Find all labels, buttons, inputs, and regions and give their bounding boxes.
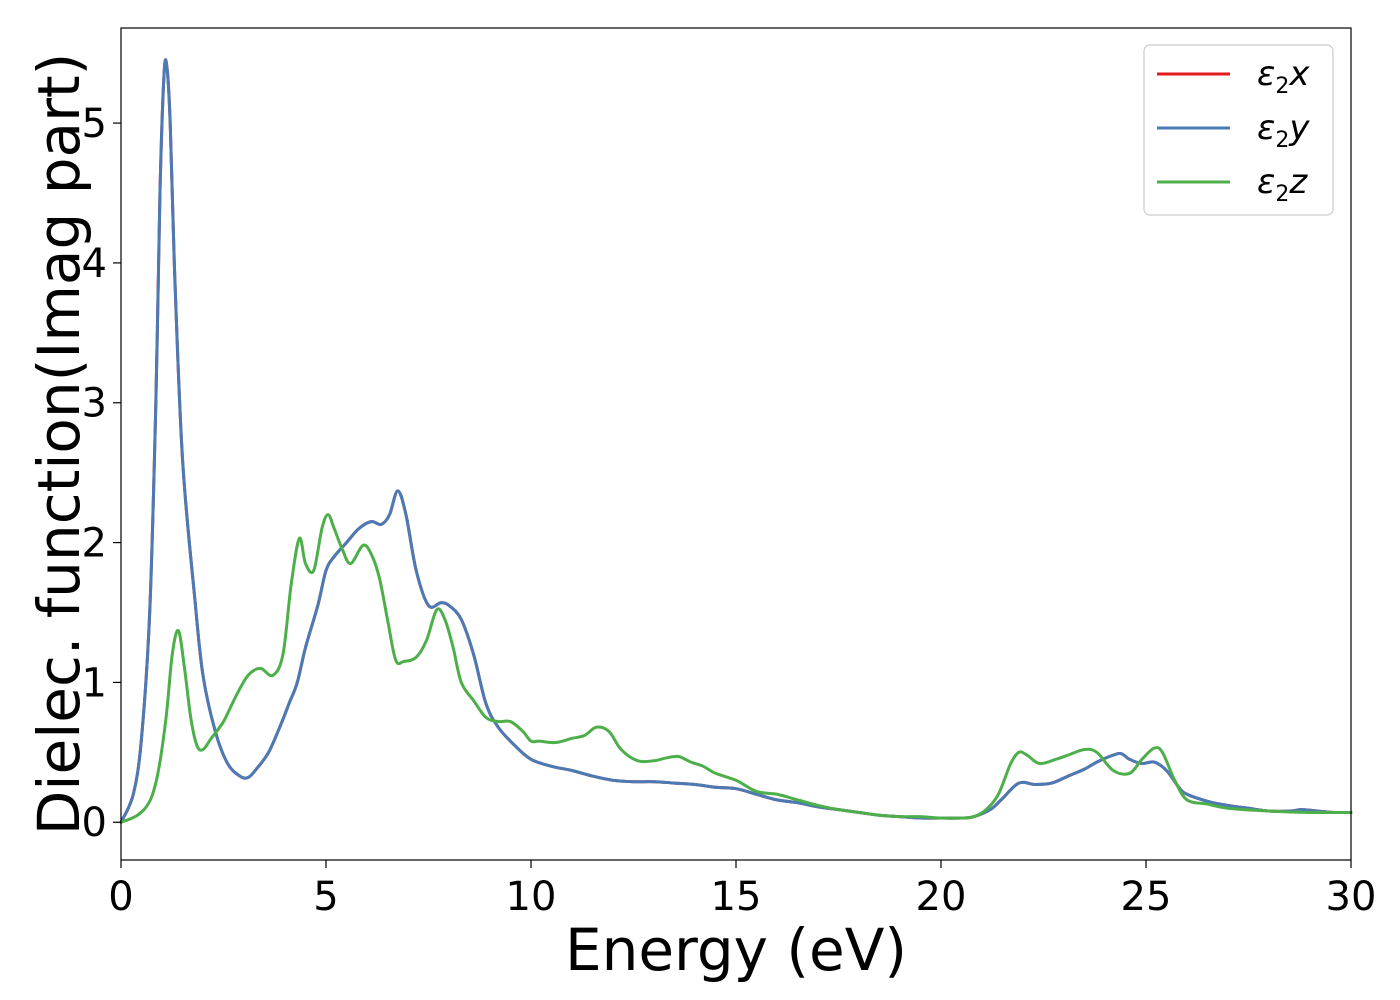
x-tick-label: 0: [108, 874, 133, 920]
legend-label-z: ε2z: [1257, 162, 1308, 207]
legend-label-x: ε2x: [1257, 54, 1310, 99]
y-axis-title: Dielec. function(Imag part): [25, 53, 93, 836]
y-tick-label: 1: [82, 660, 107, 706]
y-tick-label: 5: [82, 101, 107, 147]
y-tick-label: 2: [82, 521, 107, 567]
x-tick-label: 20: [916, 874, 967, 920]
legend: ε2x ε2y ε2z: [1143, 44, 1334, 216]
x-axis-ticks: 0 5 10 15 20 25 30: [108, 860, 1376, 920]
legend-label-y: ε2y: [1257, 108, 1310, 153]
x-tick-label: 25: [1121, 874, 1172, 920]
x-tick-label: 10: [506, 874, 557, 920]
x-tick-label: 30: [1326, 874, 1377, 920]
series-layer: [119, 58, 1353, 824]
legend-box: [1143, 44, 1334, 216]
y-tick-label: 4: [82, 241, 107, 287]
x-tick-label: 15: [711, 874, 762, 920]
y-axis-ticks: 0 1 2 3 4 5: [82, 101, 121, 846]
x-tick-label: 5: [313, 874, 338, 920]
series-line-z: [119, 513, 1353, 824]
x-axis-title: Energy (eV): [565, 916, 907, 984]
y-tick-label: 0: [82, 800, 107, 846]
y-tick-label: 3: [82, 381, 107, 427]
series-line-y: [119, 58, 1353, 824]
